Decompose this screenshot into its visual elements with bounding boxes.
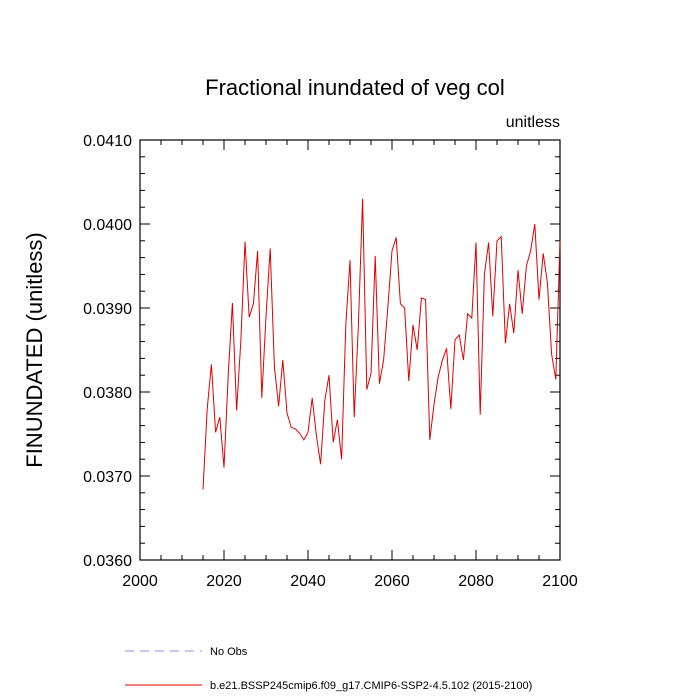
series-group xyxy=(202,198,561,490)
x-tick-label: 2060 xyxy=(374,573,410,590)
legend: No Obs b.e21.BSSP245cmip6.f09_g17.CMIP6-… xyxy=(125,646,532,692)
y-tick-label: 0.0390 xyxy=(83,301,132,318)
legend-label-no-obs: No Obs xyxy=(210,646,248,658)
x-tick-label: 2020 xyxy=(206,573,242,590)
legend-label-model: b.e21.BSSP245cmip6.f09_g17.CMIP6-SSP2-4.… xyxy=(210,680,532,692)
x-tick-label: 2000 xyxy=(122,573,158,590)
x-tick-label: 2100 xyxy=(542,573,578,590)
chart-title: Fractional inundated of veg col xyxy=(205,75,505,100)
y-tick-label: 0.0400 xyxy=(83,217,132,234)
y-tick-label: 0.0410 xyxy=(83,133,132,150)
x-tick-label: 2040 xyxy=(290,573,326,590)
y-tick-labels: 0.0360 0.0370 0.0380 0.0390 0.0400 0.0410 xyxy=(83,133,132,570)
x-tick-labels: 2000 2020 2040 2060 2080 2100 xyxy=(122,573,578,590)
y-tick-label: 0.0370 xyxy=(83,469,132,486)
y-axis-label: FINUNDATED (unitless) xyxy=(22,232,47,468)
plot-frame xyxy=(139,139,561,561)
axis-ticks xyxy=(139,139,561,561)
units-label: unitless xyxy=(506,114,560,131)
y-tick-label: 0.0360 xyxy=(83,553,132,570)
y-tick-label: 0.0380 xyxy=(83,385,132,402)
x-tick-label: 2080 xyxy=(458,573,494,590)
series-line xyxy=(202,198,561,490)
